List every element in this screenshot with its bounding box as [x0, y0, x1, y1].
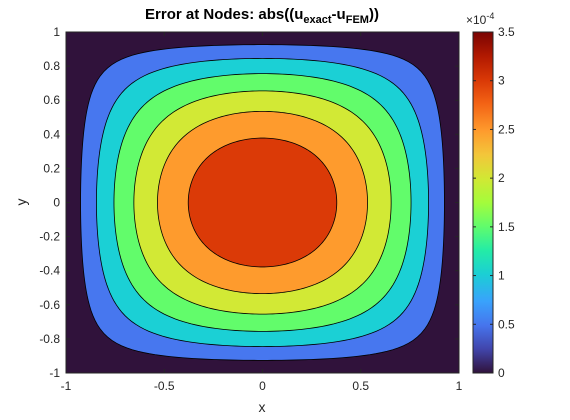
x-tick-label: 1: [456, 379, 463, 393]
x-tick-label: -1: [61, 379, 72, 393]
colorbar-tick-label: 2.5: [498, 122, 515, 136]
y-axis-label: y: [13, 199, 29, 206]
colorbar-multiplier: ×10-4: [466, 11, 494, 27]
y-axis: -1 -0.8 -0.6 -0.4 -0.2 0 0.2 0.4 0.6 0.8 1: [39, 25, 459, 380]
x-tick-label: 0.5: [352, 379, 369, 393]
colorbar-tick-label: 3: [498, 74, 505, 88]
colorbar-tick-label: 2: [498, 171, 505, 185]
y-tick-label: -0.4: [39, 264, 60, 278]
colorbar-tick-label: 3.5: [498, 25, 515, 39]
colorbar: [473, 32, 493, 373]
chart-title: Error at Nodes: abs((uexact-uFEM)): [145, 6, 379, 26]
colorbar-tick-label: 1: [498, 269, 505, 283]
y-tick-label: -0.6: [39, 298, 60, 312]
y-tick-label: -0.8: [39, 332, 60, 346]
colorbar-frame: [472, 31, 494, 374]
y-tick-label: 0: [53, 196, 60, 210]
x-axis: -1 -0.5 0 0.5 1: [61, 32, 463, 393]
y-tick-label: -1: [49, 366, 60, 380]
y-tick-label: 0.4: [43, 127, 60, 141]
plot-area: [66, 32, 459, 373]
colorbar-ticks: 0 0.5 1 1.5 2 2.5 3 3.5: [473, 25, 515, 380]
y-tick-label: 0.6: [43, 93, 60, 107]
y-tick-label: 0.8: [43, 59, 60, 73]
y-tick-label: -0.2: [39, 230, 60, 244]
y-tick-label: 0.2: [43, 161, 60, 175]
colorbar-tick-label: 0.5: [498, 317, 515, 331]
x-tick-label: 0: [259, 379, 266, 393]
x-tick-label: -0.5: [154, 379, 175, 393]
colorbar-tick-label: 1.5: [498, 220, 515, 234]
colorbar-tick-label: 0: [498, 366, 505, 380]
x-axis-label: x: [259, 399, 266, 415]
y-tick-label: 1: [53, 25, 60, 39]
contour-level-6: [187, 137, 338, 268]
